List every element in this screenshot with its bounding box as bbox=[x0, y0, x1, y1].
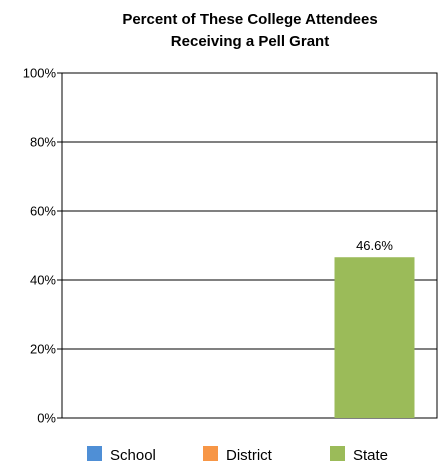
legend-label-school: School bbox=[110, 447, 156, 464]
legend-swatch-school bbox=[87, 446, 102, 461]
y-tick-label: 0% bbox=[37, 411, 56, 426]
chart-title-line-2: Receiving a Pell Grant bbox=[171, 33, 329, 50]
legend-label-state: State bbox=[353, 447, 388, 464]
plot-area-border bbox=[61, 72, 438, 419]
legend-swatch-state bbox=[330, 446, 345, 461]
bar-state bbox=[334, 257, 415, 418]
y-axis-ticks: 0% 20% 40% 60% 80% 100% bbox=[23, 66, 62, 426]
legend-swatch-district bbox=[203, 446, 218, 461]
y-tick-label: 100% bbox=[23, 66, 57, 81]
bars: 46.6% bbox=[334, 238, 415, 418]
data-label-state: 46.6% bbox=[356, 238, 393, 253]
y-tick-label: 20% bbox=[30, 342, 56, 357]
legend-label-district: District bbox=[226, 447, 273, 464]
chart-title-line-1: Percent of These College Attendees bbox=[122, 11, 377, 28]
y-tick-label: 40% bbox=[30, 273, 56, 288]
y-tick-label: 60% bbox=[30, 204, 56, 219]
y-tick-label: 80% bbox=[30, 135, 56, 150]
legend: School District State bbox=[87, 446, 388, 464]
